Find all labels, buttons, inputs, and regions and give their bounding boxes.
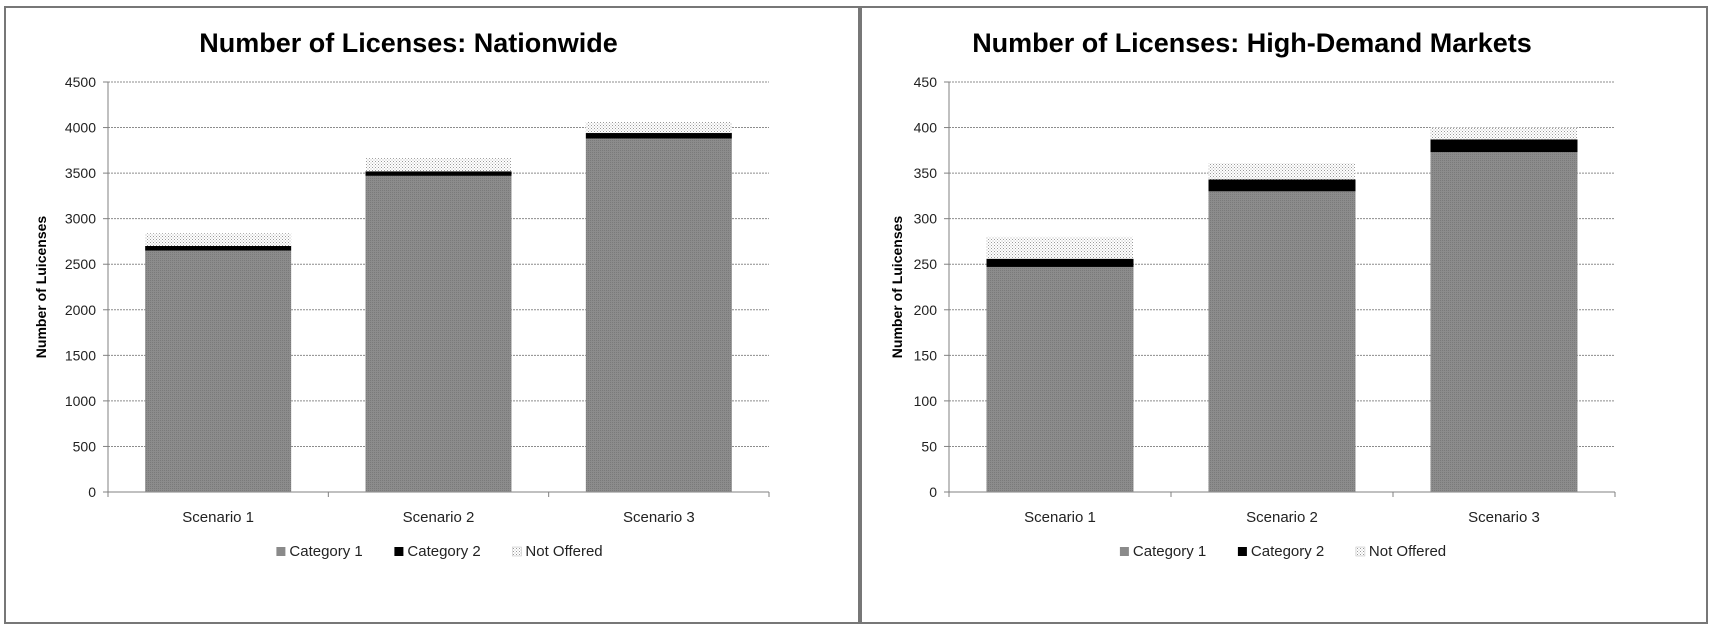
x-tick-label: Scenario 3: [623, 509, 695, 526]
y-tick-label: 250: [914, 256, 938, 272]
y-tick-label: 1000: [65, 393, 96, 409]
chart-panel-high-demand: Number of Licenses: High-Demand Markets 0…: [860, 6, 1708, 624]
chart-title: Number of Licenses: Nationwide: [199, 28, 618, 58]
chart-nationwide: Number of Licenses: Nationwide 0 500 1000 15…: [33, 28, 770, 560]
legend-label-category-2: Category 2: [1251, 543, 1324, 560]
bar-category-2-scenario-3: [585, 133, 732, 139]
chart-panel-nationwide: Number of Licenses: Nationwide 0 500 1000 15…: [4, 6, 860, 624]
legend-swatch-not-offered: [1355, 546, 1366, 557]
bar-not-offered-scenario-2: [365, 158, 512, 172]
legend-label-category-1: Category 1: [1133, 543, 1206, 560]
y-tick-label: 100: [914, 393, 938, 409]
bar-not-offered-scenario-1: [145, 233, 292, 246]
x-tick-label: Scenario 2: [1246, 509, 1318, 526]
y-tick-label: 2000: [65, 302, 96, 318]
y-axis-label: Number of Luicenses: [33, 216, 49, 359]
y-tick-label: 400: [914, 120, 938, 136]
legend-swatch-category-1: [1119, 547, 1129, 556]
y-tick-label: 4500: [65, 74, 96, 90]
y-tick-label: 3500: [65, 165, 96, 181]
y-tick-label: 50: [921, 438, 937, 454]
y-tick-label: 1500: [65, 347, 96, 363]
bar-category-2-scenario-3: [1430, 139, 1578, 153]
x-tick-label: Scenario 1: [182, 509, 254, 526]
legend-swatch-category-2: [1237, 547, 1247, 556]
bar-category-1-scenario-1: [145, 250, 292, 492]
legend-label-not-offered: Not Offered: [525, 543, 602, 560]
bar-category-1-scenario-3: [585, 138, 732, 492]
legend-label-category-2: Category 2: [407, 543, 480, 560]
x-tick-label: Scenario 1: [1024, 509, 1096, 526]
y-axis-label: Number of Luicenses: [889, 216, 905, 359]
x-tick-label: Scenario 3: [1468, 509, 1540, 526]
bar-not-offered-scenario-2: [1208, 163, 1356, 180]
bar-category-2-scenario-2: [1208, 179, 1356, 192]
x-tick-label: Scenario 2: [403, 509, 475, 526]
y-tick-label: 450: [914, 74, 938, 90]
y-tick-label: 2500: [65, 256, 96, 272]
legend-swatch-not-offered: [512, 546, 522, 557]
y-tick-label: 200: [914, 302, 938, 318]
bar-not-offered-scenario-1: [986, 236, 1134, 259]
legend-swatch-category-2: [394, 547, 404, 556]
bar-category-1-scenario-2: [365, 175, 512, 492]
y-tick-label: 0: [929, 484, 937, 500]
legend-label-not-offered: Not Offered: [1369, 543, 1446, 560]
y-tick-label: 3000: [65, 211, 96, 227]
bar-category-2-scenario-1: [986, 258, 1134, 267]
chart-high-demand-markets: Number of Licenses: High-Demand Markets 0…: [889, 28, 1616, 560]
bar-category-2-scenario-2: [365, 171, 512, 176]
bar-category-1-scenario-3: [1430, 152, 1578, 492]
y-tick-label: 300: [914, 211, 938, 227]
bar-not-offered-scenario-3: [585, 121, 732, 134]
bar-not-offered-scenario-3: [1430, 127, 1578, 140]
y-tick-label: 350: [914, 165, 938, 181]
chart-title: Number of Licenses: High-Demand Markets: [972, 28, 1532, 58]
y-tick-label: 4000: [65, 120, 96, 136]
y-tick-label: 0: [88, 484, 96, 500]
bar-category-2-scenario-1: [145, 246, 292, 251]
bar-category-1-scenario-1: [986, 266, 1134, 492]
y-tick-label: 150: [914, 347, 938, 363]
bar-category-1-scenario-2: [1208, 191, 1356, 493]
legend-swatch-category-1: [276, 547, 286, 556]
y-tick-label: 500: [73, 438, 97, 454]
legend-label-category-1: Category 1: [289, 543, 362, 560]
